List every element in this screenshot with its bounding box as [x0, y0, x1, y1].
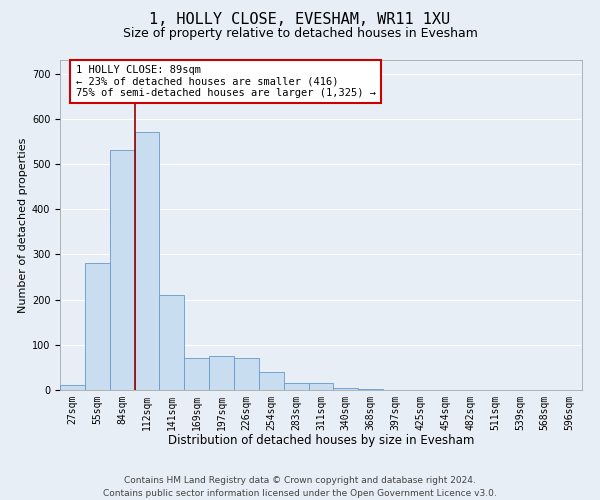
Bar — [308, 383, 334, 390]
Bar — [85, 264, 110, 390]
Bar — [259, 372, 284, 390]
Text: 1 HOLLY CLOSE: 89sqm
← 23% of detached houses are smaller (416)
75% of semi-deta: 1 HOLLY CLOSE: 89sqm ← 23% of detached h… — [76, 65, 376, 98]
Bar — [234, 358, 259, 390]
Bar — [334, 388, 358, 390]
Text: Size of property relative to detached houses in Evesham: Size of property relative to detached ho… — [122, 28, 478, 40]
Bar — [134, 132, 160, 390]
Y-axis label: Number of detached properties: Number of detached properties — [17, 138, 28, 312]
Bar — [60, 386, 85, 390]
Bar — [284, 383, 308, 390]
Bar — [209, 356, 234, 390]
Bar — [184, 358, 209, 390]
Text: Contains HM Land Registry data © Crown copyright and database right 2024.
Contai: Contains HM Land Registry data © Crown c… — [103, 476, 497, 498]
Text: 1, HOLLY CLOSE, EVESHAM, WR11 1XU: 1, HOLLY CLOSE, EVESHAM, WR11 1XU — [149, 12, 451, 28]
Bar — [110, 150, 134, 390]
X-axis label: Distribution of detached houses by size in Evesham: Distribution of detached houses by size … — [168, 434, 474, 448]
Bar — [160, 295, 184, 390]
Bar — [358, 389, 383, 390]
